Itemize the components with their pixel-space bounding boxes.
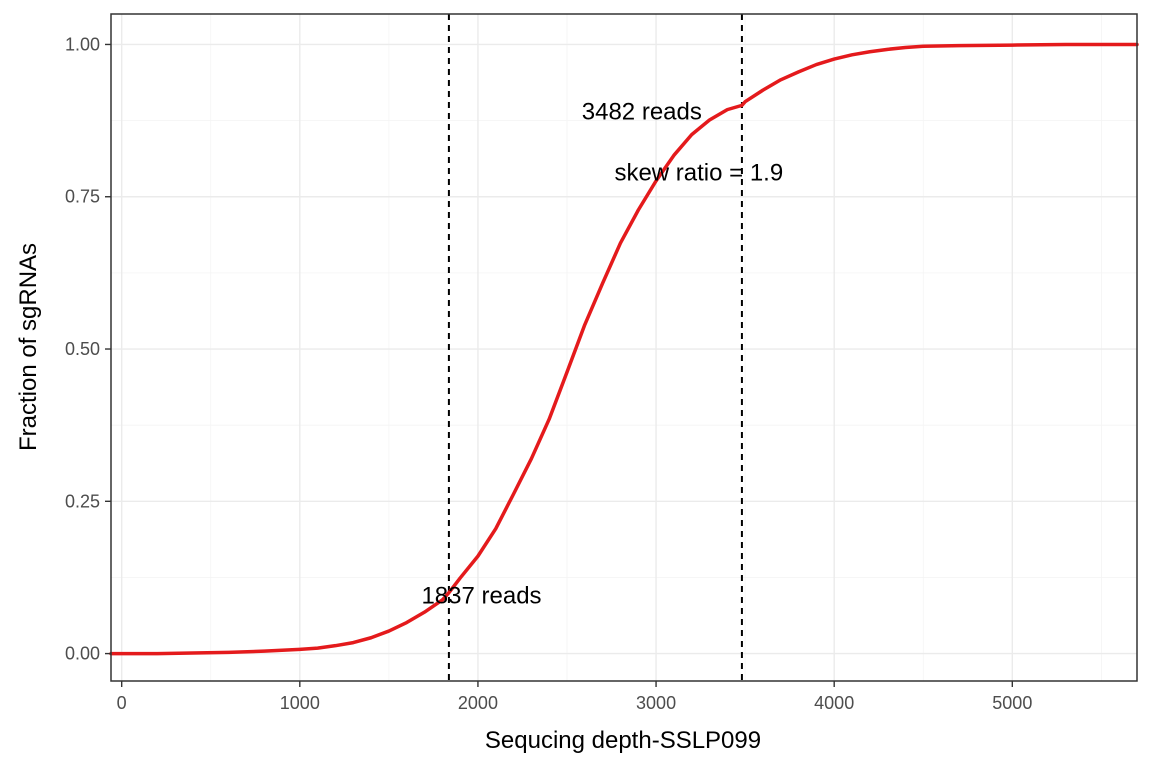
x-axis-title: Sequcing depth-SSLP099 [485, 727, 761, 754]
x-tick-label: 4000 [814, 693, 854, 713]
y-tick-label: 0.75 [65, 187, 100, 207]
annotations: 3482 reads skew ratio = 1.9 1837 reads [421, 98, 783, 609]
annotation-label: 1837 reads [421, 583, 541, 610]
y-axis-title: Fraction of sgRNAs [15, 243, 42, 451]
y-tick-label: 0.50 [65, 339, 100, 359]
y-tick-label: 0.25 [65, 491, 100, 511]
grid [111, 14, 1137, 681]
x-tick-label: 5000 [992, 693, 1032, 713]
series [109, 42, 1139, 656]
annotation-label: 3482 reads [582, 98, 702, 125]
annotation-label: skew ratio = 1.9 [614, 159, 783, 186]
reference-lines [447, 14, 743, 681]
axes: 0 1000 2000 3000 4000 5000 0.00 0.25 0.50 0.75 1.0… [65, 13, 1138, 713]
x-tick-label: 3000 [636, 693, 676, 713]
x-tick-label: 2000 [458, 693, 498, 713]
y-tick-label: 0.00 [65, 644, 100, 664]
x-tick-label: 0 [117, 693, 127, 713]
x-tick-label: 1000 [280, 693, 320, 713]
panel-border [110, 13, 1138, 682]
series-line [109, 42, 1139, 656]
y-tick-label: 1.00 [65, 34, 100, 54]
